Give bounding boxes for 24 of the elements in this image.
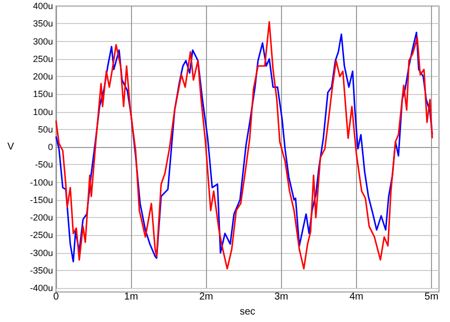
y-tick-label: -100u: [30, 177, 53, 188]
y-tick-label: 150u: [32, 89, 53, 100]
y-tick-label: -150u: [30, 194, 53, 205]
y-tick-label: 400u: [32, 1, 53, 11]
y-tick-label: -350u: [30, 265, 53, 276]
y-tick-label: -400u: [30, 283, 53, 294]
y-tick-label: -300u: [30, 248, 53, 258]
x-tick-label: 1m: [124, 292, 138, 303]
y-tick-label: 100u: [32, 106, 53, 117]
y-tick-label: -250u: [30, 230, 53, 240]
y-tick-label: 200u: [32, 72, 53, 82]
x-tick-label: 5m: [424, 292, 438, 303]
x-axis-title: sec: [240, 306, 256, 318]
y-tick-label: 0: [48, 142, 53, 152]
y-tick-label: 300u: [32, 36, 53, 46]
y-tick-label: -50u: [34, 160, 53, 170]
x-tick-label: 4m: [349, 292, 364, 303]
y-tick-label: 250u: [32, 54, 53, 64]
y-tick-label: 50u: [38, 124, 53, 134]
x-tick-label: 2m: [199, 292, 214, 303]
y-tick-label: -200u: [30, 212, 53, 223]
y-tick-label: 350u: [32, 18, 53, 29]
x-tick-label: 3m: [274, 292, 288, 303]
y-axis-title: V: [7, 142, 14, 153]
